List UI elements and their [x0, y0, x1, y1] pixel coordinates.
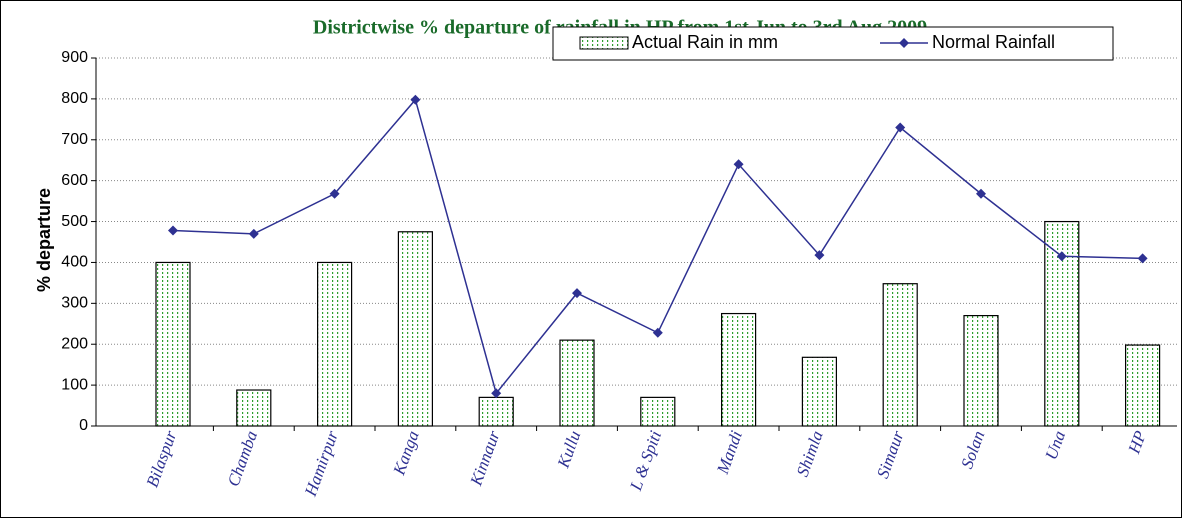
y-tick-label: 100	[61, 376, 88, 393]
legend-label: Normal Rainfall	[932, 32, 1055, 52]
marker	[410, 94, 421, 105]
bar	[559, 339, 595, 427]
bar	[317, 261, 353, 427]
y-tick-label: 300	[61, 295, 88, 312]
marker	[1137, 253, 1148, 264]
y-tick-label: 900	[61, 49, 88, 66]
marker	[652, 327, 663, 338]
y-tick-label: 700	[61, 131, 88, 148]
legend-box	[552, 26, 1114, 61]
bar	[236, 389, 272, 427]
y-tick-label: 500	[61, 213, 88, 230]
y-axis-label: % departure	[34, 188, 54, 292]
marker	[1056, 251, 1067, 262]
y-tick-label: 600	[61, 172, 88, 189]
marker	[572, 288, 582, 299]
bar	[801, 356, 838, 427]
y-tick-label: 800	[61, 90, 88, 107]
marker	[168, 225, 178, 236]
marker	[976, 188, 986, 199]
bar	[155, 261, 191, 427]
bar	[397, 231, 433, 427]
bar	[720, 312, 757, 427]
y-tick-label: 200	[61, 335, 88, 352]
marker	[491, 388, 502, 399]
marker	[329, 188, 340, 199]
bar	[882, 283, 918, 427]
legend-swatch	[579, 36, 629, 50]
marker	[248, 228, 259, 239]
marker	[814, 250, 825, 261]
bar	[478, 396, 514, 427]
bar	[640, 396, 676, 427]
y-tick-label: 400	[61, 254, 88, 271]
marker	[733, 159, 744, 170]
marker	[895, 122, 906, 133]
bar	[963, 315, 999, 427]
bar	[1124, 344, 1161, 427]
legend-label: Actual Rain in mm	[632, 32, 778, 52]
y-tick-label: 0	[79, 417, 88, 434]
legend-marker	[899, 38, 909, 48]
